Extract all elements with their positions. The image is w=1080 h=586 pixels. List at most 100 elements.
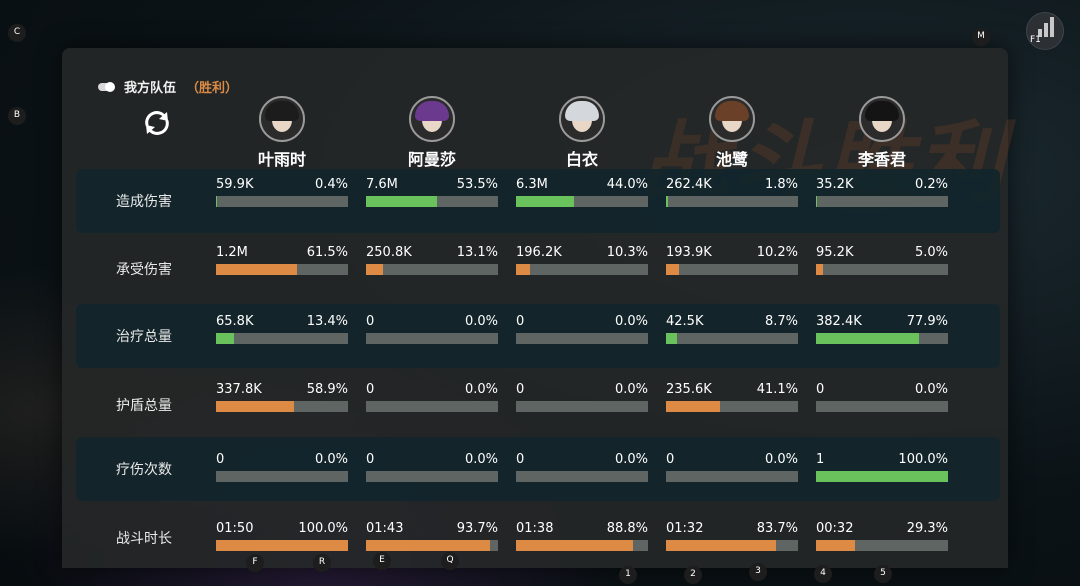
progress-bar [516,471,648,482]
stat-cell: 250.8K 13.1% [366,245,498,275]
progress-bar [816,471,948,482]
character-name: 叶雨时 [257,150,306,169]
stat-cell: 262.4K 1.8% [666,177,798,207]
stat-value: 250.8K [366,245,412,260]
hotkey-1[interactable]: 1 [619,566,637,584]
stat-value: 0 [516,452,525,467]
character-column-3: 白衣 [507,96,657,170]
progress-bar [666,540,798,551]
stat-row-total-healing: 治疗总量 65.8K 13.4% 0 0.0% 0 0.0% 42.5K 8.7% 38… [76,304,1000,368]
progress-fill [216,333,234,344]
refresh-button[interactable] [140,108,174,138]
stat-value: 35.2K [816,177,854,192]
progress-bar [366,540,498,551]
progress-bar [366,264,498,275]
stat-row-heal-count: 疗伤次数 0 0.0% 0 0.0% 0 0.0% 0 0.0% 1 100.0% [76,437,1000,501]
refresh-icon [145,111,169,135]
progress-fill [666,401,721,412]
stat-percent: 13.1% [456,245,498,260]
progress-fill [516,540,634,551]
progress-bar [216,471,348,482]
stat-value: 193.9K [666,245,712,260]
progress-bar [366,401,498,412]
toggle-icon[interactable] [98,81,115,92]
hotkey-2[interactable]: 2 [684,566,702,584]
stat-value: 1 [816,452,825,467]
progress-fill [516,196,575,207]
character-column-4: 池鹭 [657,96,807,170]
stat-cell: 0 0.0% [516,452,648,482]
progress-bar [516,196,648,207]
progress-bar [516,264,648,275]
stat-cell: 01:38 88.8% [516,521,648,551]
stat-cell: 01:50 100.0% [216,521,348,551]
progress-fill [816,471,948,482]
progress-bar [366,196,498,207]
stat-percent: 53.5% [456,177,498,192]
progress-fill [516,264,530,275]
stat-cell: 193.9K 10.2% [666,245,798,275]
progress-bar [816,540,948,551]
progress-fill [216,401,294,412]
stat-cell: 01:32 83.7% [666,521,798,551]
progress-bar [816,401,948,412]
stat-value: 01:38 [516,521,554,536]
stat-cell: 0 0.0% [666,452,798,482]
progress-fill [216,196,217,207]
hotkey-f[interactable]: F [246,554,264,572]
stat-percent: 1.8% [764,177,798,192]
progress-bar [666,333,798,344]
stat-value: 0 [516,382,525,397]
stat-percent: 0.2% [914,177,948,192]
stat-percent: 8.7% [764,314,798,329]
stat-cell: 0 0.0% [516,314,648,344]
character-name: 白衣 [565,150,598,169]
hotkey-c[interactable]: C [8,24,26,42]
hotkey-5[interactable]: 5 [874,565,892,583]
stat-percent: 100.0% [898,452,948,467]
stat-cell: 95.2K 5.0% [816,245,948,275]
stat-label: 疗伤次数 [116,462,172,478]
stat-value: 59.9K [216,177,254,192]
progress-bar [666,401,798,412]
progress-bar [666,196,798,207]
progress-fill [216,540,348,551]
stat-cell: 42.5K 8.7% [666,314,798,344]
hotkey-e[interactable]: E [373,552,391,570]
stat-cell: 0 0.0% [366,382,498,412]
progress-bar [666,264,798,275]
stat-label: 战斗时长 [116,531,172,547]
hotkey-3[interactable]: 3 [749,563,767,581]
stat-cell: 196.2K 10.3% [516,245,648,275]
stats-menu-button[interactable] [1026,12,1064,50]
stat-percent: 93.7% [456,521,498,536]
progress-fill [366,196,437,207]
stat-value: 382.4K [816,314,862,329]
progress-bar [516,540,648,551]
progress-bar [516,333,648,344]
stat-value: 1.2M [216,245,248,260]
progress-bar [366,333,498,344]
hotkey-b[interactable]: B [8,107,26,125]
stat-cell: 0 0.0% [516,382,648,412]
hotkey-m[interactable]: M [972,28,990,46]
stat-cell: 01:43 93.7% [366,521,498,551]
progress-fill [666,540,777,551]
stat-percent: 0.0% [464,382,498,397]
hotkey-f1: F1 [1030,35,1041,45]
stat-value: 42.5K [666,314,704,329]
stat-percent: 0.0% [764,452,798,467]
stat-cell: 00:32 29.3% [816,521,948,551]
hotkey-4[interactable]: 4 [814,565,832,583]
character-column-5: 李香君 [807,96,957,170]
progress-fill [366,540,490,551]
stat-value: 00:32 [816,521,854,536]
stat-row-total-shield: 护盾总量 337.8K 58.9% 0 0.0% 0 0.0% 235.6K 41.1%… [76,373,1000,437]
stat-value: 262.4K [666,177,712,192]
stat-value: 337.8K [216,382,262,397]
stat-label: 承受伤害 [116,262,172,278]
hotkey-q[interactable]: Q [441,552,459,570]
stat-cell: 0 0.0% [366,452,498,482]
stat-value: 95.2K [816,245,854,260]
hotkey-r[interactable]: R [313,554,331,572]
